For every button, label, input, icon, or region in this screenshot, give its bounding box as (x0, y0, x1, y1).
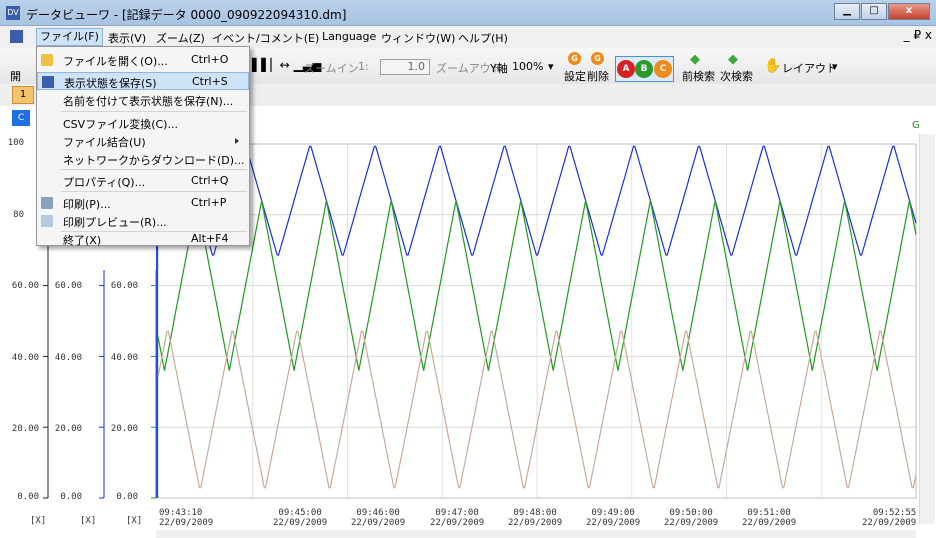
x-tick-label: 09:50:00 22/09/2009 (664, 508, 719, 528)
menu-event-comment[interactable]: イベント/コメント(E) (212, 32, 320, 45)
y-tick-label: 40.00 (11, 353, 39, 363)
zoom-ratio-label: 1: (358, 60, 369, 73)
menu-zoom[interactable]: ズーム(Z) (156, 32, 205, 45)
marker-a-button[interactable]: A (617, 60, 635, 78)
settings-icon[interactable]: G (568, 52, 581, 65)
chevron-down-icon[interactable]: ▾ (548, 60, 554, 73)
menu-item-print-preview[interactable]: 印刷プレビュー(R)... (37, 212, 249, 230)
zoom-in-button[interactable]: ズームイン (304, 62, 359, 75)
window-title: データビューワ - [記録データ 0000_090922094310.dm] (26, 8, 347, 22)
menu-item-exit[interactable]: 終了(X) Alt+F4 (63, 232, 229, 247)
menu-item-download[interactable]: ネットワークからダウンロード(D)... (63, 154, 245, 167)
layout-button[interactable]: レイアウト (782, 62, 837, 75)
menu-file[interactable]: ファイル(F) (36, 28, 103, 46)
delete-icon[interactable]: G (591, 52, 604, 65)
menu-separator (61, 191, 247, 192)
save-icon (42, 76, 54, 88)
menu-view[interactable]: 表示(V) (108, 32, 147, 45)
unit-label: [X] (80, 516, 97, 526)
marker-c-button[interactable]: C (654, 60, 672, 78)
app-icon: DV (6, 6, 20, 20)
x-tick-label: 09:48:00 22/09/2009 (508, 508, 563, 528)
menu-item-open[interactable]: ファイルを開く(O)... Ctrl+O (37, 51, 249, 69)
prev-search-button[interactable]: 前検索 (682, 70, 715, 83)
y2-tick-label: 20.00 (54, 424, 82, 434)
tab-1[interactable]: 1 (12, 86, 34, 104)
x-tick-label: 09:43:10 22/09/2009 (159, 508, 214, 528)
submenu-arrow-icon (235, 138, 239, 144)
y2-tick-label: 40.00 (54, 353, 82, 363)
document-icon (10, 30, 23, 43)
channel-chip[interactable]: C (12, 110, 30, 126)
menu-separator (61, 231, 247, 232)
vertical-scrollbar[interactable] (919, 134, 935, 524)
unit-label: [X] (30, 516, 47, 526)
y-percent-select[interactable]: 100% (512, 60, 544, 73)
y3-tick-label: 20.00 (110, 424, 138, 434)
y-axis-button[interactable]: Y軸 (490, 62, 508, 75)
y-tick-label: 20.00 (11, 424, 39, 434)
close-button[interactable]: x (888, 3, 930, 20)
zoom-value-field[interactable]: 1.0 (380, 59, 430, 75)
delete-button[interactable]: 削除 (587, 70, 609, 83)
marker-b-button[interactable]: B (635, 60, 653, 78)
y-tick-label: 0.00 (17, 492, 39, 502)
printer-icon (41, 197, 53, 209)
menu-item-properties[interactable]: プロパティ(Q)... Ctrl+Q (63, 174, 229, 189)
y3-tick-label: 60.00 (110, 281, 138, 291)
y3-tick-label: 40.00 (110, 353, 138, 363)
minimize-button[interactable]: ▁ (834, 3, 860, 20)
next-search-icon[interactable]: ◆ (728, 52, 738, 67)
y3-tick-label: 0.00 (116, 492, 138, 502)
x-tick-label: 09:51:00 22/09/2009 (742, 508, 797, 528)
y-tick-label: 80 (13, 210, 24, 220)
horizontal-scrollbar[interactable] (156, 530, 916, 538)
y-tick-label: 100 (7, 138, 24, 148)
menu-item-save-state[interactable]: 表示状態を保存(S) Ctrl+S (37, 72, 249, 90)
zoom-out-button[interactable]: ズームアウト (436, 62, 502, 75)
series-line (157, 145, 917, 256)
prev-search-icon[interactable]: ◆ (690, 52, 700, 67)
x-tick-label: 09:45:00 22/09/2009 (273, 508, 328, 528)
menu-item-csv[interactable]: CSVファイル変換(C)... (63, 118, 178, 131)
menu-item-print[interactable]: 印刷(P)... Ctrl+P (37, 194, 249, 212)
series-line (157, 200, 917, 371)
bar-chart-icon[interactable]: ▌▌▏↔ ▁▃▅ (252, 58, 322, 72)
folder-open-icon (41, 54, 53, 66)
y2-tick-label: 0.00 (60, 492, 82, 502)
settings-button[interactable]: 設定 (564, 70, 586, 83)
y-tick-label: 60.00 (11, 281, 39, 291)
title-bar: DV データビューワ - [記録データ 0000_090922094310.dm… (0, 0, 936, 26)
x-tick-label: 09:49:00 22/09/2009 (586, 508, 641, 528)
menu-window[interactable]: ウィンドウ(W) (381, 32, 456, 45)
menu-help[interactable]: ヘルプ(H) (458, 32, 508, 45)
next-search-button[interactable]: 次検索 (720, 70, 753, 83)
file-menu-dropdown: ファイルを開く(O)... Ctrl+O 表示状態を保存(S) Ctrl+S 名前を… (36, 46, 250, 247)
menu-separator (61, 169, 247, 170)
menu-item-merge[interactable]: ファイル結合(U) (37, 132, 249, 150)
open-button[interactable]: 開 (10, 70, 21, 83)
menu-language[interactable]: Language (322, 30, 377, 43)
hand-icon[interactable]: ✋ (764, 58, 782, 74)
x-tick-label: 09:46:00 22/09/2009 (351, 508, 406, 528)
layout-chevron-icon[interactable]: ▾ (832, 60, 838, 73)
menu-separator (61, 111, 247, 112)
x-tick-label: 09:47:00 22/09/2009 (430, 508, 485, 528)
mdi-controls[interactable]: _ ₽ x (903, 28, 932, 42)
series-line (157, 330, 917, 489)
menu-bar (0, 26, 936, 48)
print-preview-icon (41, 215, 53, 227)
y2-tick-label: 60.00 (54, 281, 82, 291)
unit-label: [X] (126, 516, 143, 526)
x-tick-label: 09:52:55 22/09/2009 (862, 508, 917, 528)
channel-g-marker: G (912, 120, 920, 131)
maximize-button[interactable]: □ (861, 3, 887, 20)
menu-item-save-as[interactable]: 名前を付けて表示状態を保存(N)... (63, 95, 234, 108)
